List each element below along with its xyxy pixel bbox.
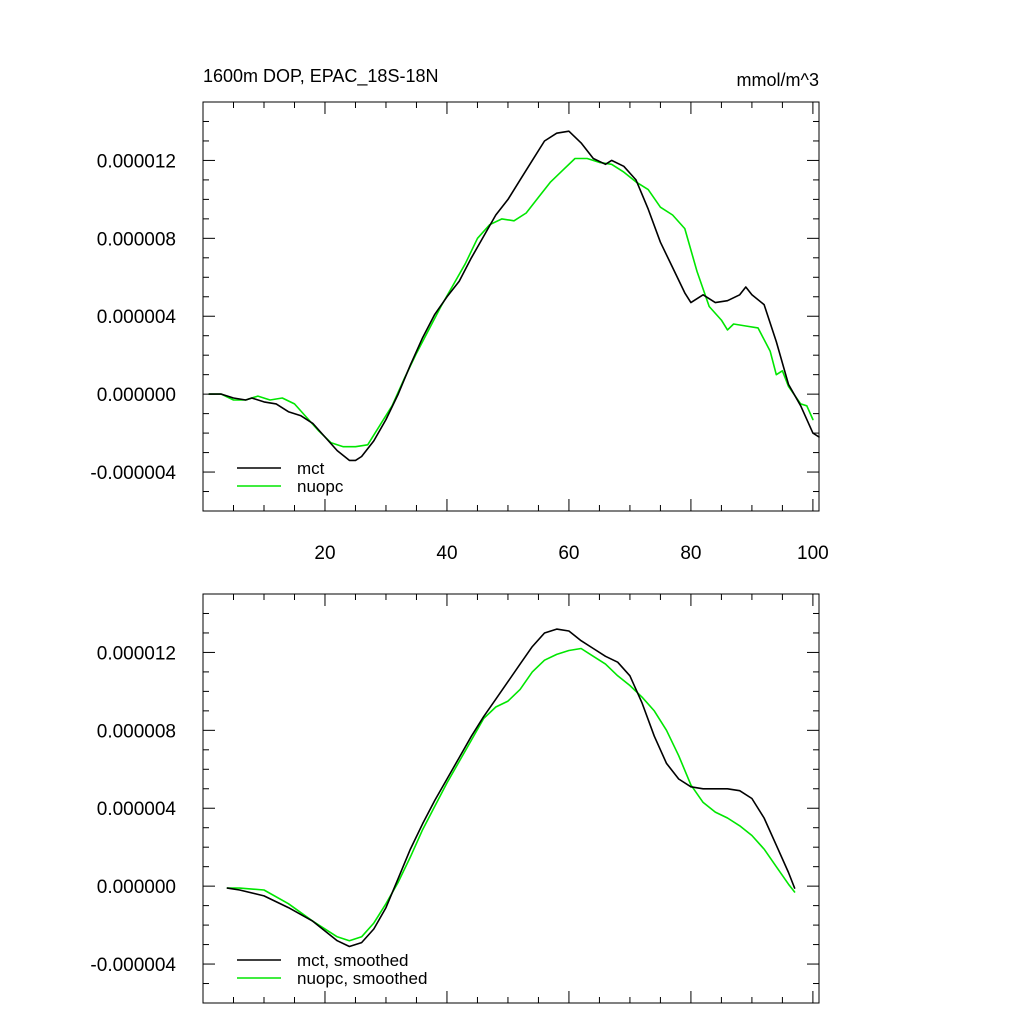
units-label: mmol/m^3 <box>737 70 819 90</box>
series-line-nuopc-smoothed <box>226 647 796 942</box>
x-tick-label: 60 <box>558 543 579 564</box>
legend-label: mct <box>297 459 325 478</box>
legend-label: mct, smoothed <box>297 951 409 970</box>
y-tick-label: 0.000012 <box>97 151 176 172</box>
y-tick-label: 0.000000 <box>97 385 176 406</box>
x-tick-label: 20 <box>314 543 335 564</box>
x-tick-label: 100 <box>797 543 829 564</box>
y-tick-label: 0.000008 <box>97 721 176 742</box>
top-panel: 20 40 60 80 100 -0.000004 0.000000 0.000004 0.00… <box>90 101 829 564</box>
bottom-panel: -0.000004 0.000000 0.000004 0.000008 0.00001… <box>90 593 820 1004</box>
plot-frame <box>202 101 820 512</box>
y-tick-label: -0.000004 <box>90 463 176 484</box>
chart-title: 1600m DOP, EPAC_18S-18N <box>203 66 438 87</box>
series-line-mct-smoothed <box>226 628 796 948</box>
y-tick-label: -0.000004 <box>90 955 176 976</box>
legend-label: nuopc, smoothed <box>297 969 427 988</box>
legend-label: nuopc <box>297 477 344 496</box>
series-line-mct <box>208 130 820 462</box>
x-tick-label: 80 <box>680 543 701 564</box>
x-tick-label: 40 <box>436 543 457 564</box>
y-tick-label: 0.000000 <box>97 877 176 898</box>
plot-frame <box>202 593 820 1004</box>
y-tick-label: 0.000004 <box>97 307 177 328</box>
y-tick-label: 0.000004 <box>97 799 177 820</box>
y-tick-label: 0.000008 <box>97 229 176 250</box>
y-tick-label: 0.000012 <box>97 643 176 664</box>
